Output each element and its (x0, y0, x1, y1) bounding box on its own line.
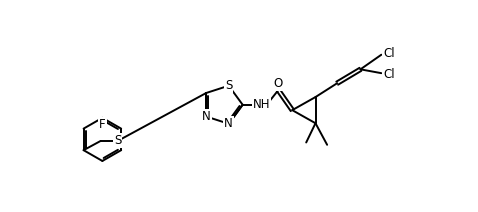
Text: NH: NH (252, 98, 270, 111)
Text: S: S (225, 79, 232, 92)
Text: O: O (273, 77, 282, 91)
Text: Cl: Cl (383, 47, 395, 60)
Text: S: S (114, 134, 121, 147)
Text: F: F (99, 118, 106, 131)
Text: Cl: Cl (383, 68, 395, 81)
Text: N: N (202, 110, 211, 123)
Text: N: N (224, 117, 233, 130)
